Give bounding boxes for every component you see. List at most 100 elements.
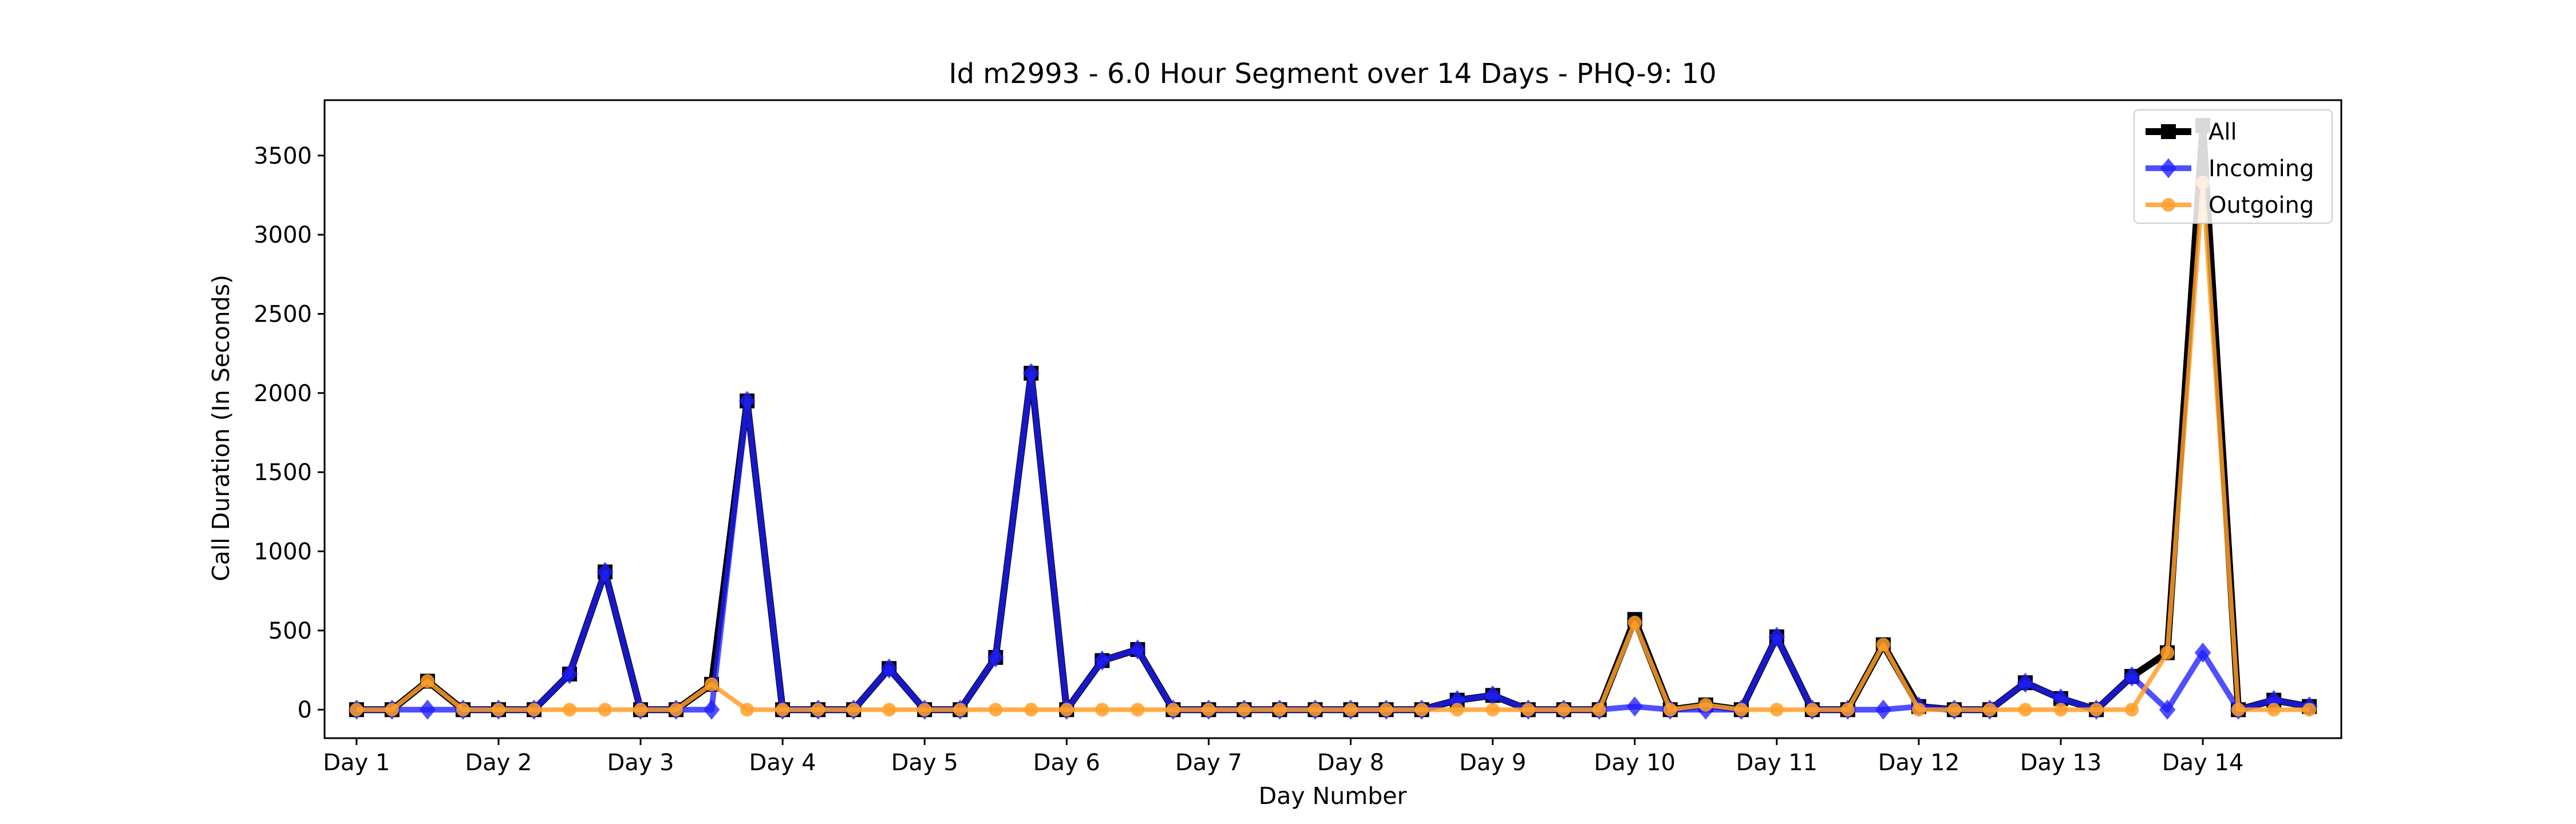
data-point-outgoing [1556, 703, 1571, 717]
data-point-outgoing [1415, 703, 1429, 717]
data-point-incoming [880, 658, 898, 679]
chart-title: Id m2993 - 6.0 Hour Segment over 14 Days… [949, 58, 1716, 90]
plot-frame [323, 99, 2342, 739]
data-point-outgoing [1734, 703, 1748, 717]
data-point-outgoing [740, 703, 754, 717]
legend: All Incoming Outgoing [2134, 109, 2333, 224]
data-point-outgoing [882, 703, 896, 717]
plot-area [348, 118, 2318, 720]
x-tick-label: Day 1 [323, 750, 390, 776]
axes: 0 500 1000 1500 2000 2500 3000 3500 Day 1 Day 2 Da… [254, 143, 2243, 776]
data-point-outgoing [953, 703, 967, 717]
x-tick-label: Day 11 [1736, 750, 1818, 776]
data-point-outgoing [1166, 703, 1180, 717]
series-line-incoming [356, 370, 2310, 713]
data-point-outgoing [1024, 703, 1038, 717]
data-point-outgoing [1876, 637, 1890, 652]
x-tick-label: Day 2 [465, 750, 532, 776]
data-point-outgoing [634, 703, 648, 717]
data-point-outgoing [1308, 703, 1322, 717]
data-point-incoming [2017, 672, 2034, 693]
series-line-outgoing [356, 180, 2310, 712]
data-point-incoming [2052, 688, 2069, 709]
data-point-outgoing [1805, 703, 1819, 717]
data-point-incoming [1768, 627, 1785, 647]
x-tick-label: Day 13 [2020, 750, 2102, 776]
x-tick-label: Day 4 [749, 750, 816, 776]
data-point-outgoing [1344, 703, 1358, 717]
series-all [349, 118, 2317, 718]
data-point-incoming [703, 699, 720, 720]
y-tick-label: 3000 [254, 222, 312, 248]
data-point-incoming [738, 391, 756, 411]
data-point-outgoing [1521, 703, 1535, 717]
data-point-outgoing [1769, 703, 1784, 717]
data-point-outgoing [918, 703, 932, 717]
data-point-incoming [987, 647, 1004, 668]
data-point-incoming [1094, 650, 1111, 671]
data-point-outgoing [776, 703, 790, 717]
legend-label-all: All [2208, 119, 2237, 145]
y-tick-label: 500 [268, 618, 312, 644]
x-tick-label: Day 8 [1317, 750, 1384, 776]
data-point-incoming [2159, 699, 2176, 720]
x-tick-label: Day 6 [1033, 750, 1100, 776]
data-point-incoming [1129, 639, 1146, 660]
legend-box [2134, 109, 2333, 224]
data-point-incoming [1484, 685, 1501, 706]
x-tick-label: Day 14 [2162, 750, 2244, 776]
data-point-incoming [1626, 696, 1643, 717]
data-point-incoming [596, 561, 614, 583]
y-tick-label: 0 [298, 697, 312, 723]
x-tick-label: Day 7 [1175, 750, 1242, 776]
x-tick-label: Day 9 [1459, 750, 1526, 776]
data-point-incoming [2123, 666, 2140, 687]
data-point-outgoing [2089, 703, 2104, 717]
legend-marker-outgoing [2162, 198, 2175, 212]
data-point-outgoing [1627, 616, 1642, 630]
data-point-outgoing [1450, 703, 1464, 717]
y-tick-label: 3500 [254, 143, 312, 169]
series-outgoing [349, 175, 2317, 717]
data-point-outgoing [989, 703, 1003, 717]
series-incoming [348, 363, 2318, 720]
data-point-outgoing [1592, 703, 1606, 717]
data-point-outgoing [2231, 703, 2246, 717]
x-tick-label: Day 10 [1594, 750, 1676, 776]
data-point-outgoing [1379, 703, 1393, 717]
data-point-outgoing [705, 677, 719, 691]
data-point-outgoing [456, 703, 470, 717]
data-point-outgoing [1840, 703, 1855, 717]
data-point-outgoing [1131, 703, 1145, 717]
x-tick-label: Day 12 [1878, 750, 1960, 776]
data-point-outgoing [1060, 703, 1074, 717]
legend-label-incoming: Incoming [2208, 156, 2314, 182]
data-point-outgoing [847, 703, 861, 717]
y-tick-label: 1500 [254, 459, 312, 486]
data-point-incoming [1022, 363, 1040, 383]
data-point-outgoing [811, 703, 825, 717]
data-point-incoming [2194, 643, 2211, 663]
y-tick-label: 2000 [254, 381, 312, 407]
data-point-outgoing [1663, 703, 1677, 717]
data-point-outgoing [420, 674, 434, 688]
data-point-outgoing [2267, 703, 2281, 717]
data-point-outgoing [385, 703, 399, 717]
data-point-incoming [419, 699, 436, 720]
data-point-outgoing [598, 703, 612, 717]
x-axis-title: Day Number [1259, 782, 1407, 810]
data-point-outgoing [2160, 645, 2175, 660]
legend-marker-all [2161, 124, 2176, 139]
x-tick-label: Day 5 [891, 750, 958, 776]
data-point-outgoing [1273, 703, 1287, 717]
data-point-outgoing [1698, 698, 1713, 712]
data-point-outgoing [1947, 703, 1961, 717]
data-point-outgoing [1911, 703, 1926, 717]
data-point-outgoing [491, 703, 505, 717]
data-point-outgoing [1202, 703, 1216, 717]
legend-label-outgoing: Outgoing [2208, 192, 2314, 219]
data-point-outgoing [2125, 703, 2139, 717]
legend-item-incoming: Incoming [2146, 156, 2314, 182]
